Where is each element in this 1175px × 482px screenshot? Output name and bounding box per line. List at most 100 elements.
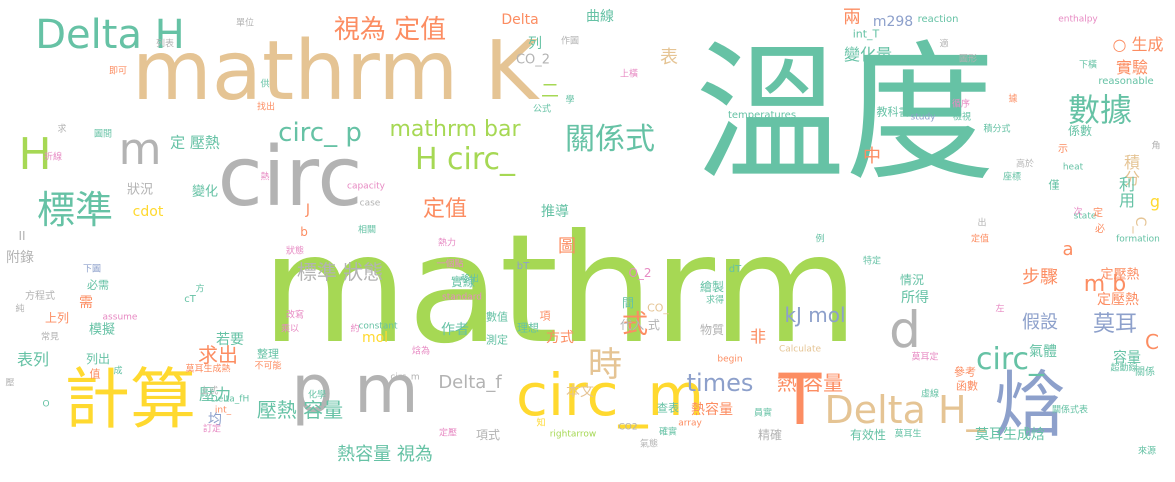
word: 標準 xyxy=(36,188,114,232)
word: 氣體 xyxy=(1029,344,1057,360)
word: 下圖 xyxy=(82,264,102,275)
word: 相關 xyxy=(357,225,377,236)
word: 積分 xyxy=(1121,154,1140,186)
word: 圖 xyxy=(555,236,576,254)
word: 溫度 xyxy=(694,28,996,202)
word: O_2 xyxy=(628,266,652,280)
word: 來源 xyxy=(1137,446,1157,457)
word: 純 xyxy=(15,304,25,315)
word: 方 xyxy=(195,284,205,295)
word: 折線 xyxy=(43,152,63,163)
word: 確實 xyxy=(658,427,678,438)
word: 需 xyxy=(79,295,93,311)
word: 知 xyxy=(536,418,546,429)
word: p m xyxy=(291,351,419,428)
word: 容量 xyxy=(1113,350,1141,366)
word: 值 xyxy=(89,367,101,381)
word: 求 xyxy=(57,124,67,135)
word: 座標 xyxy=(1002,172,1022,183)
word: 上列 xyxy=(44,311,70,325)
word: 焓 xyxy=(993,363,1067,447)
word: 檢視 xyxy=(952,112,972,123)
word: 訂定 xyxy=(202,424,222,435)
word: 定值 xyxy=(970,234,990,245)
word: 下橫 xyxy=(1078,60,1098,71)
word: 狀態 xyxy=(285,246,305,257)
word: circ_ p xyxy=(278,118,362,148)
word: 變化量 xyxy=(843,45,893,64)
word: formation xyxy=(1116,234,1160,245)
word: int_ xyxy=(214,405,232,416)
word: reasonable xyxy=(1098,76,1154,87)
word: 適 xyxy=(939,39,949,50)
word: 附錄 xyxy=(6,250,34,266)
word: 方式 xyxy=(546,330,574,346)
word: 式 xyxy=(621,310,649,340)
word: 虛線 xyxy=(920,389,940,400)
word: 兩 xyxy=(843,7,861,28)
word: m298 xyxy=(872,14,914,30)
word: 常見 xyxy=(40,332,60,343)
word: m b xyxy=(1083,272,1127,297)
word: 求得 xyxy=(705,295,725,306)
word: int_T xyxy=(852,27,880,41)
word: 莫耳生成焓 xyxy=(975,427,1045,443)
word: 莫耳定 xyxy=(911,352,939,363)
word: 作圖 xyxy=(560,36,580,47)
word: 列出 xyxy=(85,352,111,366)
word: 定 壓熱 xyxy=(170,133,220,152)
word: standard xyxy=(442,292,482,303)
word: 約 xyxy=(350,324,360,335)
word: 數據 xyxy=(1067,91,1133,129)
word: 間 xyxy=(621,296,635,310)
word: 超動線 xyxy=(1110,363,1138,374)
word: begin xyxy=(717,354,743,365)
word: 成 xyxy=(113,366,123,377)
word: 積分式 xyxy=(983,124,1011,135)
word: 整理 xyxy=(257,347,279,361)
word: 左 xyxy=(995,304,1005,315)
word: 作者 xyxy=(441,322,469,338)
word: 繪製 xyxy=(699,280,725,294)
word: 實線 xyxy=(450,275,476,289)
word: b xyxy=(300,225,308,239)
word: 實驗 xyxy=(1115,58,1149,77)
word: O xyxy=(42,399,50,410)
word: 壓熱 容量 xyxy=(256,398,344,422)
word: 公式 xyxy=(532,104,552,115)
word: 變化 xyxy=(191,184,219,200)
word: 時 xyxy=(588,345,622,385)
word: cdot xyxy=(132,204,164,220)
word: g xyxy=(1149,192,1161,211)
word: ○ 生成 xyxy=(1112,35,1164,54)
word: times xyxy=(686,369,754,397)
word: 代入 式 xyxy=(620,318,660,332)
word: kJ mol xyxy=(784,303,846,327)
word: 例 xyxy=(815,234,825,245)
word: II xyxy=(18,229,26,243)
word: 有效性 xyxy=(849,428,887,442)
word: temperatures xyxy=(727,110,797,121)
word: d xyxy=(889,301,921,359)
word: 不可能 xyxy=(254,361,282,372)
word: circ_ xyxy=(976,342,1044,377)
word: CO2 xyxy=(618,422,638,433)
word: 必 xyxy=(1095,224,1105,235)
word: 圖間 xyxy=(93,129,113,140)
word: circ_m xyxy=(390,372,420,383)
word: dT xyxy=(728,264,742,275)
word: CO_ xyxy=(647,301,669,315)
word: 定 xyxy=(1093,208,1103,219)
word: state xyxy=(1073,211,1097,222)
word: 教科書 xyxy=(876,105,910,119)
word: 員實 xyxy=(753,408,773,419)
word: Calculate xyxy=(778,344,822,355)
word: 熱容量 視為 xyxy=(337,444,433,465)
word: 氣態 xyxy=(639,439,659,450)
word: constant xyxy=(358,321,398,332)
word: 移出 xyxy=(460,274,480,285)
word: 定值 xyxy=(422,197,468,222)
word: Delta H xyxy=(35,12,185,58)
word: 示 xyxy=(1058,144,1068,155)
word: study xyxy=(910,112,936,123)
